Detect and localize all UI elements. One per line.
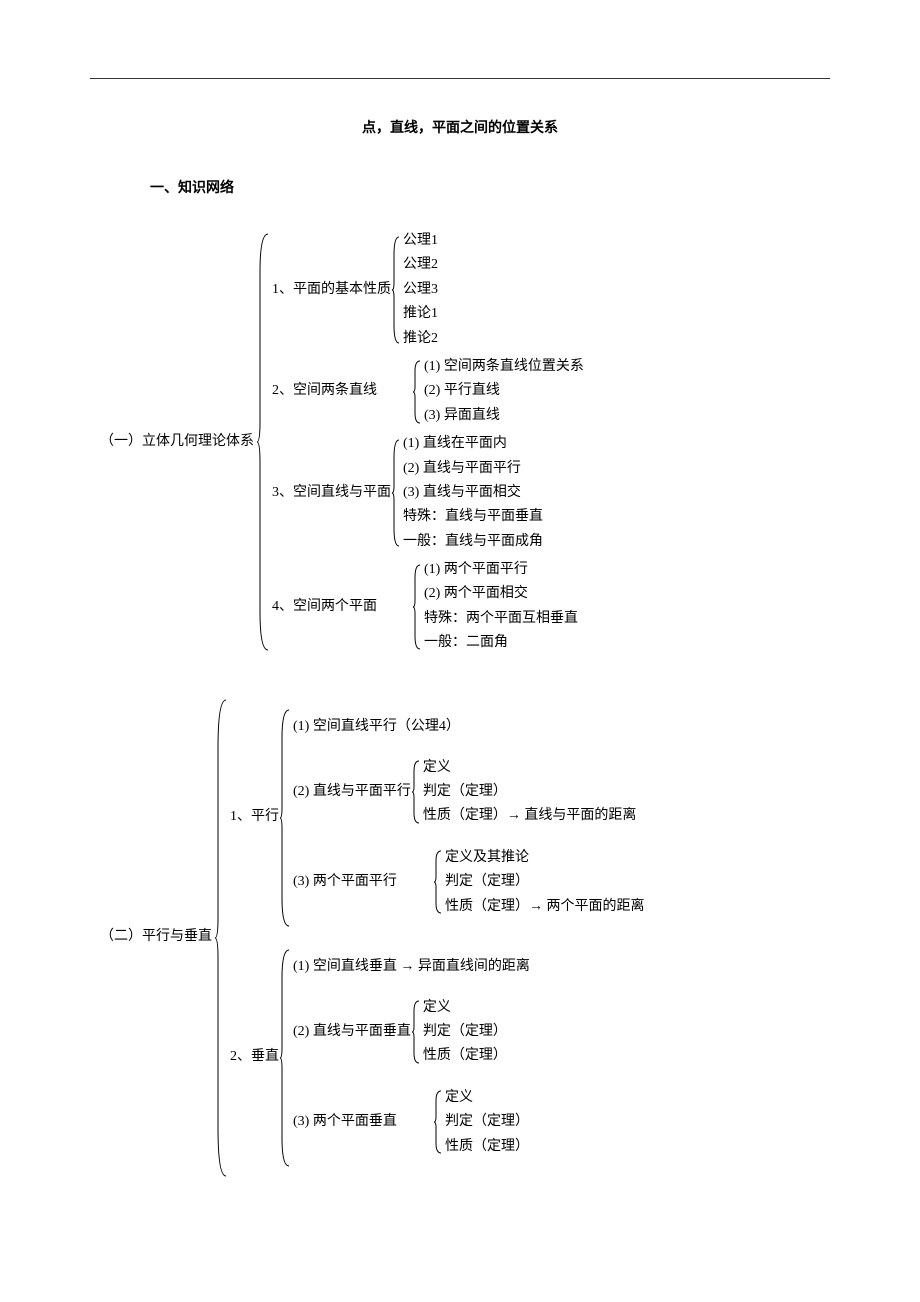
sub-item: (2) 直线与平面平行 bbox=[403, 457, 543, 481]
sub-items: 定义及其推论 判定（定理） 性质（定理）→ 两个平面的距离 bbox=[445, 846, 645, 919]
sub-item: 性质（定理）→ 直线与平面的距离 bbox=[423, 804, 637, 828]
document-title: 点，直线，平面之间的位置关系 bbox=[90, 117, 830, 137]
item-label: (1) 空间直线垂直 → 异面直线间的距离 bbox=[293, 956, 530, 978]
part1-label: （一）立体几何理论体系 bbox=[100, 431, 256, 453]
sub-item: 性质（定理） bbox=[423, 1044, 507, 1068]
sub-item: (2) 两个平面相交 bbox=[424, 582, 578, 606]
sub-item: 公理1 bbox=[403, 229, 438, 253]
sub-item: 定义 bbox=[445, 1086, 529, 1110]
sub-item: (1) 两个平面平行 bbox=[424, 558, 578, 582]
item-label: (3) 两个平面平行 bbox=[293, 871, 433, 893]
item-label: (2) 直线与平面平行 bbox=[293, 781, 411, 803]
g1-item-2: (2) 直线与平面平行 定义 判定（定理） 性质（定理）→ 直线与平面的 bbox=[293, 754, 645, 831]
part2-label: （二）平行与垂直 bbox=[100, 926, 214, 948]
item-label: (1) 空间直线平行（公理4） bbox=[293, 716, 460, 738]
section-header: 一、知识网络 bbox=[150, 177, 830, 197]
sub-items: (1) 两个平面平行 (2) 两个平面相交 特殊：两个平面互相垂直 一般：二面角 bbox=[424, 558, 578, 656]
page-top-rule bbox=[90, 78, 830, 79]
part2-brace-wrap: 1、平行 (1) 空间直线平行（公理4） (2) 直线与平面平行 bbox=[214, 698, 645, 1178]
part1-item-1: 1、平面的基本性质 公理1 公理2 公理3 推论1 推论2 bbox=[272, 227, 584, 353]
document-page: 点，直线，平面之间的位置关系 一、知识网络 （一）立体几何理论体系 1、平面的基… bbox=[0, 0, 920, 1278]
brace-icon bbox=[411, 759, 423, 825]
sub-items: 公理1 公理2 公理3 推论1 推论2 bbox=[403, 229, 438, 351]
part2-group-1: 1、平行 (1) 空间直线平行（公理4） (2) 直线与平面平行 bbox=[230, 706, 645, 930]
part1-item-2: 2、空间两条直线 (1) 空间两条直线位置关系 (2) 平行直线 (3) 异面直… bbox=[272, 353, 584, 430]
part1-brace-wrap: 1、平面的基本性质 公理1 公理2 公理3 推论1 推论2 bbox=[256, 227, 584, 658]
sub-items: 定义 判定（定理） 性质（定理） bbox=[445, 1086, 529, 1159]
sub-item: (3) 直线与平面相交 bbox=[403, 481, 543, 505]
brace-icon bbox=[256, 232, 272, 652]
brace-icon bbox=[391, 438, 403, 548]
sub-item: 判定（定理） bbox=[445, 1110, 529, 1134]
part1-items: 1、平面的基本性质 公理1 公理2 公理3 推论1 推论2 bbox=[272, 227, 584, 658]
item-label: 1、平面的基本性质 bbox=[272, 279, 391, 301]
sub-item: 特殊：直线与平面垂直 bbox=[403, 505, 543, 529]
brace-icon bbox=[433, 1089, 445, 1155]
sub-item: 推论1 bbox=[403, 302, 438, 326]
sub-item: (3) 异面直线 bbox=[424, 404, 584, 428]
brace-icon bbox=[412, 563, 424, 651]
group2-items: (1) 空间直线垂直 → 异面直线间的距离 (2) 直线与平面垂直 bbox=[293, 948, 530, 1168]
sub-item: 判定（定理） bbox=[423, 1020, 507, 1044]
sub-item: 公理2 bbox=[403, 253, 438, 277]
sub-item: 定义及其推论 bbox=[445, 846, 645, 870]
item-label: (3) 两个平面垂直 bbox=[293, 1111, 433, 1133]
sub-item: (2) 平行直线 bbox=[424, 379, 584, 403]
sub-item: 判定（定理） bbox=[423, 780, 637, 804]
group1-items: (1) 空间直线平行（公理4） (2) 直线与平面平行 bbox=[293, 708, 645, 928]
brace-icon bbox=[412, 359, 424, 425]
g2-item-2: (2) 直线与平面垂直 定义 判定（定理） 性质（定理） bbox=[293, 994, 530, 1071]
group-label: 2、垂直 bbox=[230, 1046, 279, 1068]
brace-icon bbox=[279, 948, 293, 1168]
sub-item: 定义 bbox=[423, 996, 507, 1020]
brace-icon bbox=[433, 849, 445, 915]
sub-item: 特殊：两个平面互相垂直 bbox=[424, 607, 578, 631]
g2-item-1: (1) 空间直线垂直 → 异面直线间的距离 bbox=[293, 954, 530, 980]
brace-icon bbox=[391, 235, 403, 345]
sub-item: 定义 bbox=[423, 756, 637, 780]
part2-block: （二）平行与垂直 1、平行 bbox=[100, 698, 830, 1178]
part2-group-2: 2、垂直 (1) 空间直线垂直 → 异面直线间的距离 (2) 直线与平面垂 bbox=[230, 946, 645, 1170]
sub-item: 一般：二面角 bbox=[424, 631, 578, 655]
brace-icon bbox=[411, 999, 423, 1065]
brace-icon bbox=[279, 708, 293, 928]
sub-item: 一般：直线与平面成角 bbox=[403, 530, 543, 554]
part1-block: （一）立体几何理论体系 1、平面的基本性质 bbox=[100, 227, 830, 658]
sub-items: 定义 判定（定理） 性质（定理） bbox=[423, 996, 507, 1069]
sub-item: 公理3 bbox=[403, 278, 438, 302]
sub-item: 判定（定理） bbox=[445, 870, 645, 894]
item-label: 3、空间直线与平面 bbox=[272, 482, 391, 504]
part1-item-4: 4、空间两个平面 (1) 两个平面平行 (2) 两个平面相交 特殊：两个平面互相… bbox=[272, 556, 584, 658]
sub-items: (1) 直线在平面内 (2) 直线与平面平行 (3) 直线与平面相交 特殊：直线… bbox=[403, 432, 543, 554]
sub-items: (1) 空间两条直线位置关系 (2) 平行直线 (3) 异面直线 bbox=[424, 355, 584, 428]
g1-item-1: (1) 空间直线平行（公理4） bbox=[293, 714, 645, 740]
outline-container: （一）立体几何理论体系 1、平面的基本性质 bbox=[100, 227, 830, 1178]
g1-item-3: (3) 两个平面平行 定义及其推论 判定（定理） 性质（定理）→ 两个平 bbox=[293, 844, 645, 921]
sub-item: 性质（定理）→ 两个平面的距离 bbox=[445, 895, 645, 919]
part2-items: 1、平行 (1) 空间直线平行（公理4） (2) 直线与平面平行 bbox=[230, 698, 645, 1178]
g2-item-3: (3) 两个平面垂直 定义 判定（定理） 性质（定理） bbox=[293, 1084, 530, 1161]
sub-item: 推论2 bbox=[403, 327, 438, 351]
item-label: 2、空间两条直线 bbox=[272, 380, 412, 402]
brace-icon bbox=[214, 698, 230, 1178]
sub-item: 性质（定理） bbox=[445, 1135, 529, 1159]
sub-items: 定义 判定（定理） 性质（定理）→ 直线与平面的距离 bbox=[423, 756, 637, 829]
sub-item: (1) 空间两条直线位置关系 bbox=[424, 355, 584, 379]
item-label: 4、空间两个平面 bbox=[272, 596, 412, 618]
part1-item-3: 3、空间直线与平面 (1) 直线在平面内 (2) 直线与平面平行 (3) 直线与… bbox=[272, 430, 584, 556]
item-label: (2) 直线与平面垂直 bbox=[293, 1021, 411, 1043]
group-label: 1、平行 bbox=[230, 806, 279, 828]
sub-item: (1) 直线在平面内 bbox=[403, 432, 543, 456]
